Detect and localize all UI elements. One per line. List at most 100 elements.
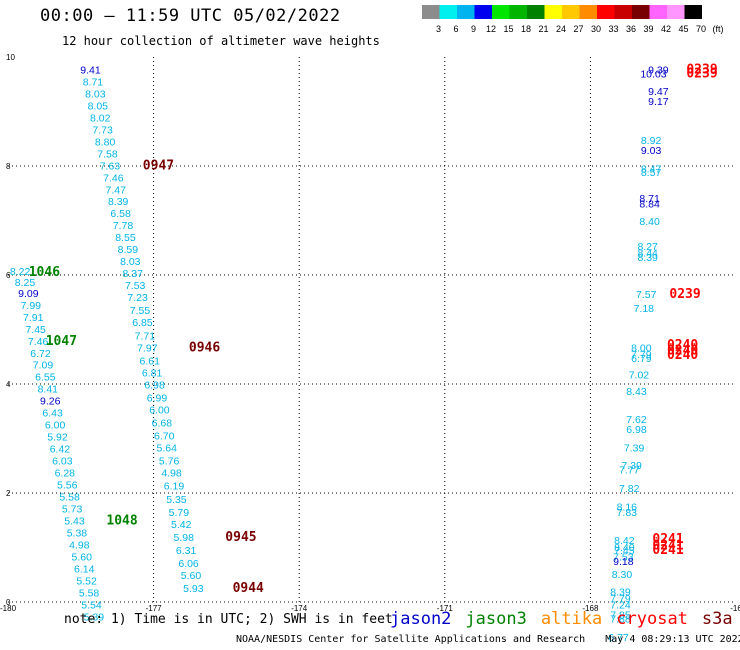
color-scale-label: 27 xyxy=(573,24,583,34)
wave-height-label: 7.39 xyxy=(624,443,645,455)
legend-item-s3a: s3a xyxy=(701,609,733,629)
wave-height-label: 9.03 xyxy=(641,145,662,157)
wave-height-label: 6.77 xyxy=(608,632,629,644)
pass-time-label: 0239 xyxy=(669,287,700,302)
wave-height-label: 9.26 xyxy=(40,396,61,408)
credit-text: NOAA/NESDIS Center for Satellite Applica… xyxy=(236,634,586,645)
x-tick-label: -171 xyxy=(437,604,454,613)
wave-height-label: 9.18 xyxy=(613,556,634,568)
wave-height-label: 5.54 xyxy=(81,600,102,612)
wave-height-label: 5.64 xyxy=(156,443,177,455)
wave-height-label: 6.70 xyxy=(154,431,175,443)
wave-height-label: 7.85 xyxy=(610,609,631,621)
wave-height-label: 5.79 xyxy=(169,507,190,519)
wave-height-label: 5.60 xyxy=(181,570,202,582)
wave-height-label: 5.52 xyxy=(76,576,97,588)
color-swatch xyxy=(579,5,597,19)
wave-height-label: 6.19 xyxy=(164,481,185,493)
wave-height-label: 8.39 xyxy=(108,196,129,208)
legend-item-jason2: jason2 xyxy=(390,609,452,629)
wave-height-label: 7.45 xyxy=(25,324,46,336)
color-scale-label: 21 xyxy=(538,24,548,34)
wave-height-label: 6.03 xyxy=(52,456,73,468)
wave-height-label: 8.42 xyxy=(614,535,635,547)
pass-time-label: 0240 xyxy=(667,344,698,359)
color-swatch xyxy=(667,5,685,19)
pass-time-label: 0947 xyxy=(143,158,174,173)
wave-height-label: 6.43 xyxy=(42,408,63,420)
y-tick-label: 2 xyxy=(6,489,11,498)
color-swatch xyxy=(684,5,702,19)
wave-height-label: 7.88 xyxy=(610,614,631,626)
wave-height-label: 7.71 xyxy=(135,330,156,342)
color-scale-label: 70 xyxy=(696,24,706,34)
wave-height-label: 6.85 xyxy=(132,317,153,329)
x-tick-label: -168 xyxy=(582,604,599,613)
wave-height-label: 8.02 xyxy=(90,112,111,124)
wave-height-label: 7.53 xyxy=(125,280,146,292)
wave-height-label: 6.00 xyxy=(149,404,170,416)
wave-height-label: 8.71 xyxy=(639,193,660,205)
color-scale-label: 9 xyxy=(471,24,476,34)
wave-height-label: 7.46 xyxy=(103,172,124,184)
wave-height-label: 8.43 xyxy=(626,386,647,398)
wave-height-label: 6.28 xyxy=(55,468,76,480)
y-tick-label: 8 xyxy=(6,162,11,171)
wave-height-label: 5.73 xyxy=(62,504,83,516)
color-swatch xyxy=(614,5,632,19)
wave-height-label: 8.00 xyxy=(631,342,652,354)
y-tick-label: 4 xyxy=(6,380,11,389)
pass-time-label: 0240 xyxy=(667,348,698,363)
pass-time-label: 1048 xyxy=(106,514,137,529)
wave-height-label: 9.09 xyxy=(18,288,39,300)
color-scale-label: 15 xyxy=(503,24,513,34)
color-swatch xyxy=(649,5,667,19)
legend-item-altika: altika xyxy=(540,609,603,629)
color-swatch xyxy=(527,5,545,19)
wave-height-label: 8.03 xyxy=(120,256,141,268)
pass-time-label: 0239 xyxy=(686,62,717,77)
wave-height-label: 8.44 xyxy=(637,247,658,259)
color-swatch xyxy=(457,5,475,19)
wave-height-label: 7.24 xyxy=(610,600,631,612)
color-swatch xyxy=(422,5,440,19)
wave-height-label: 4.98 xyxy=(69,540,90,552)
wave-height-label: 7.46 xyxy=(28,336,49,348)
wave-height-label: 9.47 xyxy=(648,86,669,98)
pass-time-label: 1046 xyxy=(29,265,60,280)
wave-height-label: 7.55 xyxy=(130,305,151,317)
pass-time-label: 0241 xyxy=(652,539,683,554)
wave-height-label: 5.38 xyxy=(67,528,88,540)
wave-height-label: 8.22 xyxy=(10,266,31,278)
wave-height-label: 7.18 xyxy=(634,303,655,315)
wave-height-label: 5.76 xyxy=(159,456,180,468)
color-swatch xyxy=(562,5,580,19)
wave-height-label: 6.55 xyxy=(35,372,56,384)
wave-height-label: 8.92 xyxy=(641,135,662,147)
wave-height-label: 10.03 xyxy=(640,69,666,81)
color-scale-label: 42 xyxy=(661,24,671,34)
wave-height-label: 8.57 xyxy=(641,167,662,179)
legend-item-cryosat: cryosat xyxy=(616,609,688,629)
color-scale-label: 6 xyxy=(453,24,458,34)
timestamp-text: May 4 08:29:13 UTC 2022 xyxy=(605,634,740,645)
wave-height-label: 7.62 xyxy=(626,414,647,426)
wave-height-label: 8.84 xyxy=(639,198,660,210)
y-tick-label: 0 xyxy=(6,598,11,607)
wave-height-label: 7.53 xyxy=(613,552,634,564)
y-tick-label: 10 xyxy=(6,53,15,62)
pass-time-label: 0241 xyxy=(652,532,683,547)
wave-height-label: 8.27 xyxy=(637,241,658,253)
wave-height-label: 5.42 xyxy=(171,519,192,531)
wave-height-label: 8.47 xyxy=(641,164,662,176)
wave-height-label: 8.55 xyxy=(115,232,136,244)
color-scale-bar: 3 6 9 12 15 18 21 24 27 30 33 36 39 42 45 70 (ft) xyxy=(422,5,724,34)
pass-time-label: 0944 xyxy=(233,581,264,596)
wave-height-label: 7.57 xyxy=(636,289,657,301)
wave-height-label: 8.40 xyxy=(614,542,635,554)
wave-height-label: 7.97 xyxy=(137,342,158,354)
color-swatch xyxy=(632,5,650,19)
wave-height-label: 6.98 xyxy=(144,379,165,391)
wave-height-label: 7.47 xyxy=(106,184,127,196)
wave-height-label: 5.93 xyxy=(183,583,204,595)
